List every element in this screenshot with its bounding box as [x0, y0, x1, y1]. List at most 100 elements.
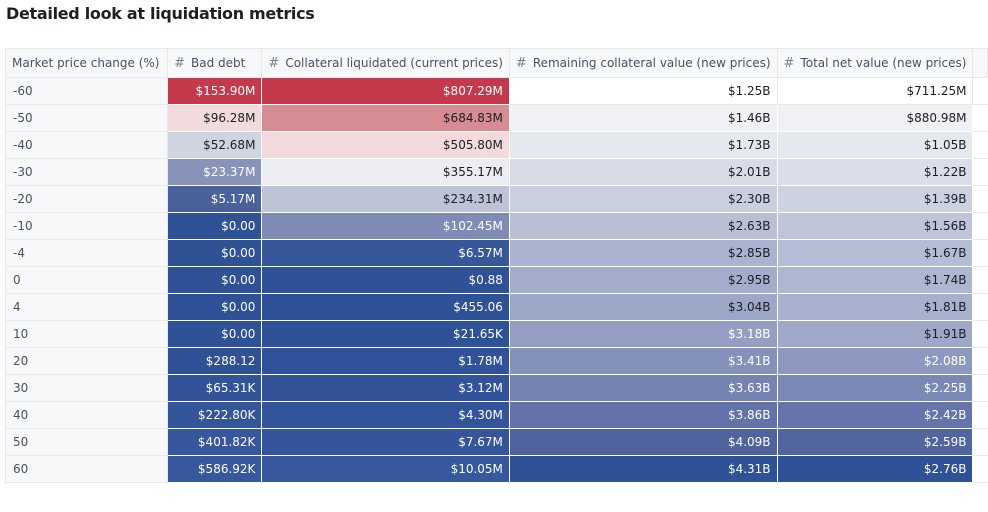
column-header-collateral-liquidated[interactable]: # Collateral liquidated (current prices): [261, 48, 510, 78]
market-price-change-cell: -60: [4, 77, 169, 105]
liquidation-metrics-table: Market price change (%) # Bad debt # Colla…: [4, 48, 988, 483]
total-net-value-cell: $2.59B: [776, 428, 974, 456]
table-row: 4 $0.00 $455.06 $3.04B $1.81B: [4, 293, 988, 321]
hash-icon: #: [174, 55, 186, 71]
row-filler: [972, 266, 988, 294]
table-row: -20 $5.17M $234.31M $2.30B $1.39B: [4, 185, 988, 213]
page-title: Detailed look at liquidation metrics: [6, 4, 315, 23]
remaining-collateral-cell: $1.25B: [508, 77, 778, 105]
total-net-value-cell: $2.25B: [776, 374, 974, 402]
market-price-change-cell: -4: [4, 239, 169, 267]
collateral-liquidated-cell: $0.88: [261, 266, 510, 294]
row-filler: [972, 293, 988, 321]
table-row: 60 $586.92K $10.05M $4.31B $2.76B: [4, 455, 988, 483]
column-header-label: Market price change (%): [12, 56, 160, 70]
remaining-collateral-cell: $3.86B: [508, 401, 778, 429]
row-filler: [972, 212, 988, 240]
total-net-value-cell: $1.91B: [776, 320, 974, 348]
remaining-collateral-cell: $1.46B: [508, 104, 778, 132]
remaining-collateral-cell: $3.63B: [508, 374, 778, 402]
column-header-market-price-change[interactable]: Market price change (%): [4, 48, 169, 78]
table-row: 50 $401.82K $7.67M $4.09B $2.59B: [4, 428, 988, 456]
market-price-change-cell: -40: [4, 131, 169, 159]
total-net-value-cell: $1.39B: [776, 185, 974, 213]
bad-debt-cell: $0.00: [167, 239, 263, 267]
row-filler: [972, 428, 988, 456]
total-net-value-cell: $1.67B: [776, 239, 974, 267]
table-row: -50 $96.28M $684.83M $1.46B $880.98M: [4, 104, 988, 132]
table-row: 0 $0.00 $0.88 $2.95B $1.74B: [4, 266, 988, 294]
column-header-bad-debt[interactable]: # Bad debt: [167, 48, 263, 78]
hash-icon: #: [515, 55, 527, 71]
column-header-label: Remaining collateral value (new prices): [532, 55, 771, 70]
bad-debt-cell: $0.00: [167, 266, 263, 294]
table-body: -60 $153.90M $807.29M $1.25B $711.25M -50 $96.…: [4, 77, 988, 483]
collateral-liquidated-cell: $6.57M: [261, 239, 510, 267]
column-header-label: Collateral liquidated (current prices): [285, 55, 503, 70]
table-row: -30 $23.37M $355.17M $2.01B $1.22B: [4, 158, 988, 186]
collateral-liquidated-cell: $355.17M: [261, 158, 510, 186]
row-filler: [972, 131, 988, 159]
total-net-value-cell: $2.08B: [776, 347, 974, 375]
column-header-remaining-collateral[interactable]: # Remaining collateral value (new prices): [508, 48, 778, 78]
total-net-value-cell: $1.05B: [776, 131, 974, 159]
market-price-change-cell: 40: [4, 401, 169, 429]
header-row: Market price change (%) # Bad debt # Colla…: [4, 48, 988, 78]
table-row: -4 $0.00 $6.57M $2.85B $1.67B: [4, 239, 988, 267]
collateral-liquidated-cell: $3.12M: [261, 374, 510, 402]
total-net-value-cell: $880.98M: [776, 104, 974, 132]
total-net-value-cell: $1.22B: [776, 158, 974, 186]
market-price-change-cell: -50: [4, 104, 169, 132]
row-filler: [972, 77, 988, 105]
table-row: 10 $0.00 $21.65K $3.18B $1.91B: [4, 320, 988, 348]
collateral-liquidated-cell: $455.06: [261, 293, 510, 321]
market-price-change-cell: 30: [4, 374, 169, 402]
table-row: -40 $52.68M $505.80M $1.73B $1.05B: [4, 131, 988, 159]
hash-icon: #: [268, 55, 280, 71]
total-net-value-cell: $1.56B: [776, 212, 974, 240]
total-net-value-cell: $1.81B: [776, 293, 974, 321]
row-filler: [972, 185, 988, 213]
remaining-collateral-cell: $2.63B: [508, 212, 778, 240]
bad-debt-cell: $65.31K: [167, 374, 263, 402]
row-filler: [972, 347, 988, 375]
row-filler: [972, 104, 988, 132]
bad-debt-cell: $0.00: [167, 320, 263, 348]
remaining-collateral-cell: $3.18B: [508, 320, 778, 348]
total-net-value-cell: $2.42B: [776, 401, 974, 429]
table-row: 30 $65.31K $3.12M $3.63B $2.25B: [4, 374, 988, 402]
collateral-liquidated-cell: $4.30M: [261, 401, 510, 429]
collateral-liquidated-cell: $684.83M: [261, 104, 510, 132]
market-price-change-cell: 10: [4, 320, 169, 348]
row-filler: [972, 239, 988, 267]
bad-debt-cell: $153.90M: [167, 77, 263, 105]
table-row: 20 $288.12 $1.78M $3.41B $2.08B: [4, 347, 988, 375]
column-header-total-net-value[interactable]: # Total net value (new prices): [776, 48, 974, 78]
remaining-collateral-cell: $3.41B: [508, 347, 778, 375]
remaining-collateral-cell: $3.04B: [508, 293, 778, 321]
remaining-collateral-cell: $2.95B: [508, 266, 778, 294]
bad-debt-cell: $5.17M: [167, 185, 263, 213]
bad-debt-cell: $0.00: [167, 293, 263, 321]
collateral-liquidated-cell: $505.80M: [261, 131, 510, 159]
market-price-change-cell: 4: [4, 293, 169, 321]
bad-debt-cell: $0.00: [167, 212, 263, 240]
bad-debt-cell: $401.82K: [167, 428, 263, 456]
table-row: -60 $153.90M $807.29M $1.25B $711.25M: [4, 77, 988, 105]
hash-icon: #: [783, 55, 795, 71]
remaining-collateral-cell: $2.85B: [508, 239, 778, 267]
market-price-change-cell: 60: [4, 455, 169, 483]
table-row: -10 $0.00 $102.45M $2.63B $1.56B: [4, 212, 988, 240]
column-header-filler: [972, 48, 988, 78]
column-header-label: Total net value (new prices): [800, 55, 967, 70]
collateral-liquidated-cell: $1.78M: [261, 347, 510, 375]
bad-debt-cell: $52.68M: [167, 131, 263, 159]
collateral-liquidated-cell: $102.45M: [261, 212, 510, 240]
market-price-change-cell: -10: [4, 212, 169, 240]
remaining-collateral-cell: $4.31B: [508, 455, 778, 483]
collateral-liquidated-cell: $7.67M: [261, 428, 510, 456]
market-price-change-cell: 50: [4, 428, 169, 456]
row-filler: [972, 320, 988, 348]
table-row: 40 $222.80K $4.30M $3.86B $2.42B: [4, 401, 988, 429]
total-net-value-cell: $711.25M: [776, 77, 974, 105]
